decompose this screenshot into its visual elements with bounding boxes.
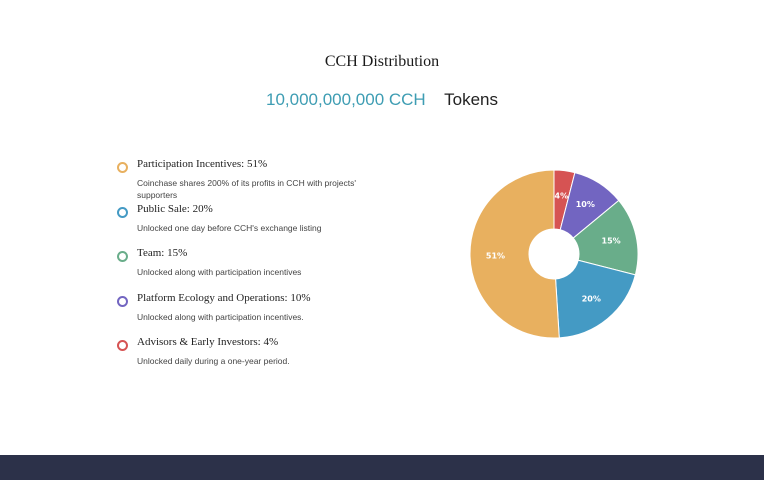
supply-amount: 10,000,000,000 CCH	[265, 90, 426, 109]
legend-item-desc: Unlocked along with participation incent…	[137, 267, 302, 277]
slice-label: 20%	[582, 295, 601, 304]
slice-label: 51%	[486, 251, 505, 260]
ring-icon	[117, 295, 128, 307]
slice-label: 10%	[576, 200, 595, 209]
slice-label: 15%	[602, 237, 621, 246]
footer-bar	[0, 455, 764, 480]
slice-label: 4%	[555, 192, 569, 201]
legend-item-desc: Unlocked one day before CCH's exchange l…	[137, 222, 322, 233]
token-supply: 10,000,000,000 CCH Tokens	[0, 90, 764, 110]
legend-item-title: Public Sale: 20%	[137, 202, 213, 215]
chart-title: CCH Distribution	[324, 53, 440, 70]
legend-item-participation: Participation Incentives: 51% Coinchase …	[117, 158, 417, 203]
legend-item-public-sale: Public Sale: 20% Unlocked one day before…	[117, 203, 417, 248]
slice-participation-incentives	[469, 169, 560, 339]
slice-public-sale	[555, 259, 636, 339]
legend-item-title: Team: 15%	[137, 247, 188, 259]
donut-chart: 4% 10% 15% 20% 51%	[469, 169, 639, 339]
legend-item-desc: Unlocked along with participation incent…	[137, 311, 304, 322]
ring-icon	[117, 251, 128, 262]
legend-item-title: Advisors & Early Investors: 4%	[137, 336, 279, 348]
legend-item-team: Team: 15% Unlocked along with participat…	[117, 247, 417, 292]
legend-item-title: Platform Ecology and Operations: 10%	[137, 291, 311, 304]
legend-item-desc: Coinchase shares 200% of its profits in …	[137, 178, 356, 200]
slice-team	[572, 199, 639, 276]
supply-unit: Tokens	[444, 90, 499, 109]
ring-icon	[117, 206, 128, 218]
legend-item-title: Participation Incentives: 51%	[137, 158, 268, 170]
legend-item-desc: Unlocked daily during a one-year period.	[137, 356, 290, 366]
ring-icon	[117, 340, 128, 351]
legend: Participation Incentives: 51% Coinchase …	[117, 158, 417, 381]
legend-item-platform: Platform Ecology and Operations: 10% Unl…	[117, 292, 417, 337]
ring-icon	[117, 162, 128, 173]
legend-item-advisors: Advisors & Early Investors: 4% Unlocked …	[117, 336, 417, 381]
